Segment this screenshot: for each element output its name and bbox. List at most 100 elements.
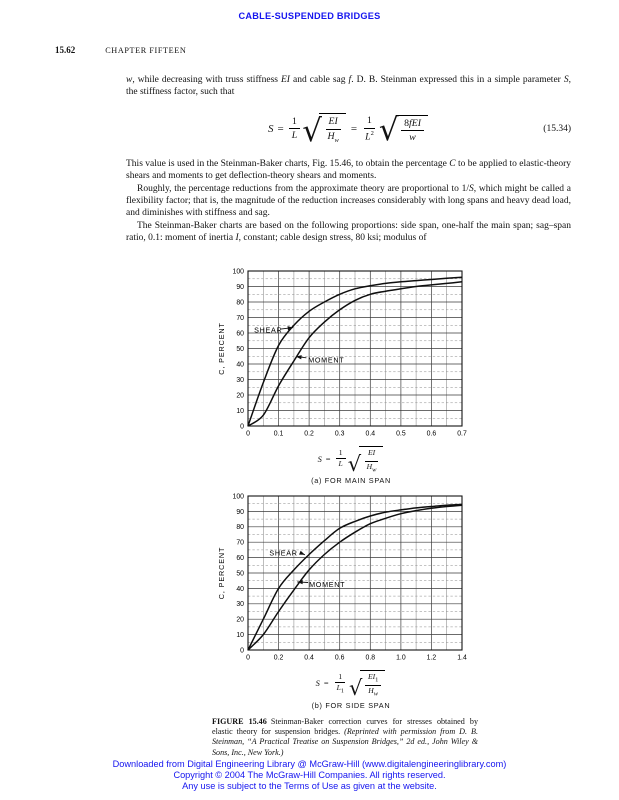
curve-moment bbox=[247, 504, 463, 651]
text-segment: and cable sag bbox=[289, 75, 349, 85]
y-tick-label: 100 bbox=[233, 494, 245, 501]
x-tick-label: 1.2 bbox=[427, 655, 437, 662]
caption-label: FIGURE 15.46 bbox=[212, 716, 267, 726]
x-tick-label: 0.3 bbox=[335, 431, 345, 438]
radical-sign: √ bbox=[347, 452, 362, 477]
y-tick-label: 90 bbox=[236, 284, 244, 291]
y-tick-label: 0 bbox=[240, 648, 244, 655]
x-tick-label: 0.8 bbox=[366, 655, 376, 662]
x-tick-label: 0.2 bbox=[304, 431, 314, 438]
chapter-title: CHAPTER FIFTEEN bbox=[105, 46, 187, 55]
arrowhead bbox=[297, 580, 303, 585]
text-segment: The Steinman-Baker charts are based on t… bbox=[126, 220, 571, 244]
text-segment: w bbox=[126, 75, 133, 85]
x-tick-label: 0.6 bbox=[427, 431, 437, 438]
y-tick-label: 0 bbox=[240, 423, 244, 430]
plot-border bbox=[247, 495, 463, 651]
y-tick-label: 100 bbox=[233, 268, 245, 275]
x-tick-label: 0.5 bbox=[396, 431, 406, 438]
page-footer: Downloaded from Digital Engineering Libr… bbox=[0, 759, 619, 793]
x-tick-label: 0.4 bbox=[304, 655, 314, 662]
curve-moment bbox=[247, 281, 463, 427]
equation-lhs: S bbox=[268, 122, 274, 135]
series-label-shear: SHEAR bbox=[269, 549, 297, 558]
footer-line-1: Downloaded from Digital Engineering Libr… bbox=[112, 759, 507, 769]
y-tick-label: 70 bbox=[236, 315, 244, 322]
text-segment: S bbox=[563, 75, 569, 85]
equals-sign: = bbox=[323, 679, 329, 689]
y-tick-label: 10 bbox=[236, 632, 244, 639]
y-tick-label: 20 bbox=[236, 617, 244, 624]
equation-number: (15.34) bbox=[543, 123, 571, 134]
running-head: 15.62 CHAPTER FIFTEEN bbox=[55, 40, 186, 58]
chart-svg: SHEAR MOMENT 0 0.2 0.4 0.6 0.8 1.0 1.2 1.4 0 10 20 30… bbox=[217, 494, 467, 662]
y-tick-label: 60 bbox=[236, 330, 244, 337]
y-tick-label: 10 bbox=[236, 408, 244, 415]
y-tick-label: 60 bbox=[236, 555, 244, 562]
x-tick-label: 0 bbox=[246, 431, 250, 438]
paragraph: This value is used in the Steinman-Baker… bbox=[126, 158, 571, 183]
y-tick-label: 50 bbox=[236, 571, 244, 578]
text-segment: Roughly, the percentage reductions from … bbox=[137, 183, 469, 194]
equals-sign: = bbox=[277, 122, 284, 135]
x-tick-label: 0.6 bbox=[335, 655, 345, 662]
radical-sign: √ bbox=[302, 112, 322, 149]
running-header-title: CABLE-SUSPENDED BRIDGES bbox=[238, 11, 381, 21]
text-segment: Steinman-Baker correction curves for str… bbox=[212, 716, 478, 737]
curve-shear bbox=[247, 276, 463, 427]
y-axis-title: C, PERCENT bbox=[217, 547, 226, 600]
radical-sign: √ bbox=[349, 676, 363, 701]
y-axis-title: C, PERCENT bbox=[217, 322, 226, 375]
plot-border bbox=[247, 270, 463, 427]
x-tick-label: 1.0 bbox=[396, 655, 406, 662]
paragraph-block: This value is used in the Steinman-Baker… bbox=[126, 158, 571, 245]
chart-b-caption: (b) FOR SIDE SPAN bbox=[311, 700, 391, 710]
y-tick-label: 80 bbox=[236, 299, 244, 306]
y-tick-label: 90 bbox=[236, 509, 244, 516]
figure-15-46: SHEAR MOMENT 0 0.1 0.2 0.3 0.4 0.5 0.6 0.7 0 10 20 30… bbox=[212, 259, 478, 758]
text-segment: , constant; cable design stress, 80 ksi;… bbox=[238, 233, 427, 244]
text-segment: S bbox=[468, 183, 474, 194]
series-label-shear: SHEAR bbox=[254, 326, 282, 335]
x-tick-label: 0.1 bbox=[274, 431, 284, 438]
arrowhead bbox=[296, 355, 302, 360]
text-segment: (Reprinted with permission from D. B. St… bbox=[212, 727, 478, 757]
chart-svg: SHEAR MOMENT 0 0.1 0.2 0.3 0.4 0.5 0.6 0.7 0 10 20 30… bbox=[217, 268, 467, 438]
chart-a-caption: (a) FOR MAIN SPAN bbox=[311, 476, 391, 486]
text-segment: , which might be called a flexibility fa… bbox=[126, 183, 571, 219]
y-tick-label: 30 bbox=[236, 377, 244, 384]
text-segment: EI bbox=[281, 75, 290, 85]
x-tick-label: 0.4 bbox=[366, 431, 376, 438]
series-label-moment: MOMENT bbox=[309, 580, 345, 589]
x-tick-label: 0.7 bbox=[457, 431, 467, 438]
x-tick-label: 0 bbox=[246, 655, 250, 662]
paragraph: Roughly, the percentage reductions from … bbox=[126, 183, 571, 220]
chart-a-main-span: SHEAR MOMENT 0 0.1 0.2 0.3 0.4 0.5 0.6 0.7 0 10 20 30… bbox=[215, 259, 467, 445]
x-tick-label: 1.4 bbox=[457, 655, 467, 662]
text-segment: to be applied to elastic-theory shears a… bbox=[126, 158, 572, 182]
text-segment: f bbox=[348, 75, 352, 85]
series-label-moment: MOMENT bbox=[308, 356, 344, 365]
figure-caption: FIGURE 15.46 Steinman-Baker correction c… bbox=[212, 717, 478, 759]
y-tick-label: 80 bbox=[236, 525, 244, 532]
y-tick-label: 70 bbox=[236, 540, 244, 547]
chart-b-x-axis-formula: S = 1 L1 √ EI1 Hw bbox=[233, 670, 469, 701]
radical-8fEI-over-w: √ 8fEI w bbox=[379, 114, 428, 145]
paragraph: The Steinman-Baker charts are based on t… bbox=[126, 220, 571, 245]
paragraph-intro: w, while decreasing with truss stiffness… bbox=[126, 74, 571, 99]
chart-b-side-span: SHEAR MOMENT 0 0.2 0.4 0.6 0.8 1.0 1.2 1.4 0 10 20 30… bbox=[215, 489, 467, 669]
y-tick-label: 40 bbox=[236, 361, 244, 368]
page-number: 15.62 bbox=[55, 45, 76, 55]
fraction-1-over-L2: 1 L2 bbox=[364, 115, 375, 142]
y-tick-label: 50 bbox=[236, 346, 244, 353]
equals-sign: = bbox=[325, 455, 331, 465]
equals-sign: = bbox=[350, 122, 358, 135]
arrowhead bbox=[299, 551, 305, 556]
y-tick-label: 40 bbox=[236, 586, 244, 593]
arrowhead bbox=[287, 326, 294, 331]
text-segment: This value is used in the Steinman-Baker… bbox=[126, 158, 450, 169]
